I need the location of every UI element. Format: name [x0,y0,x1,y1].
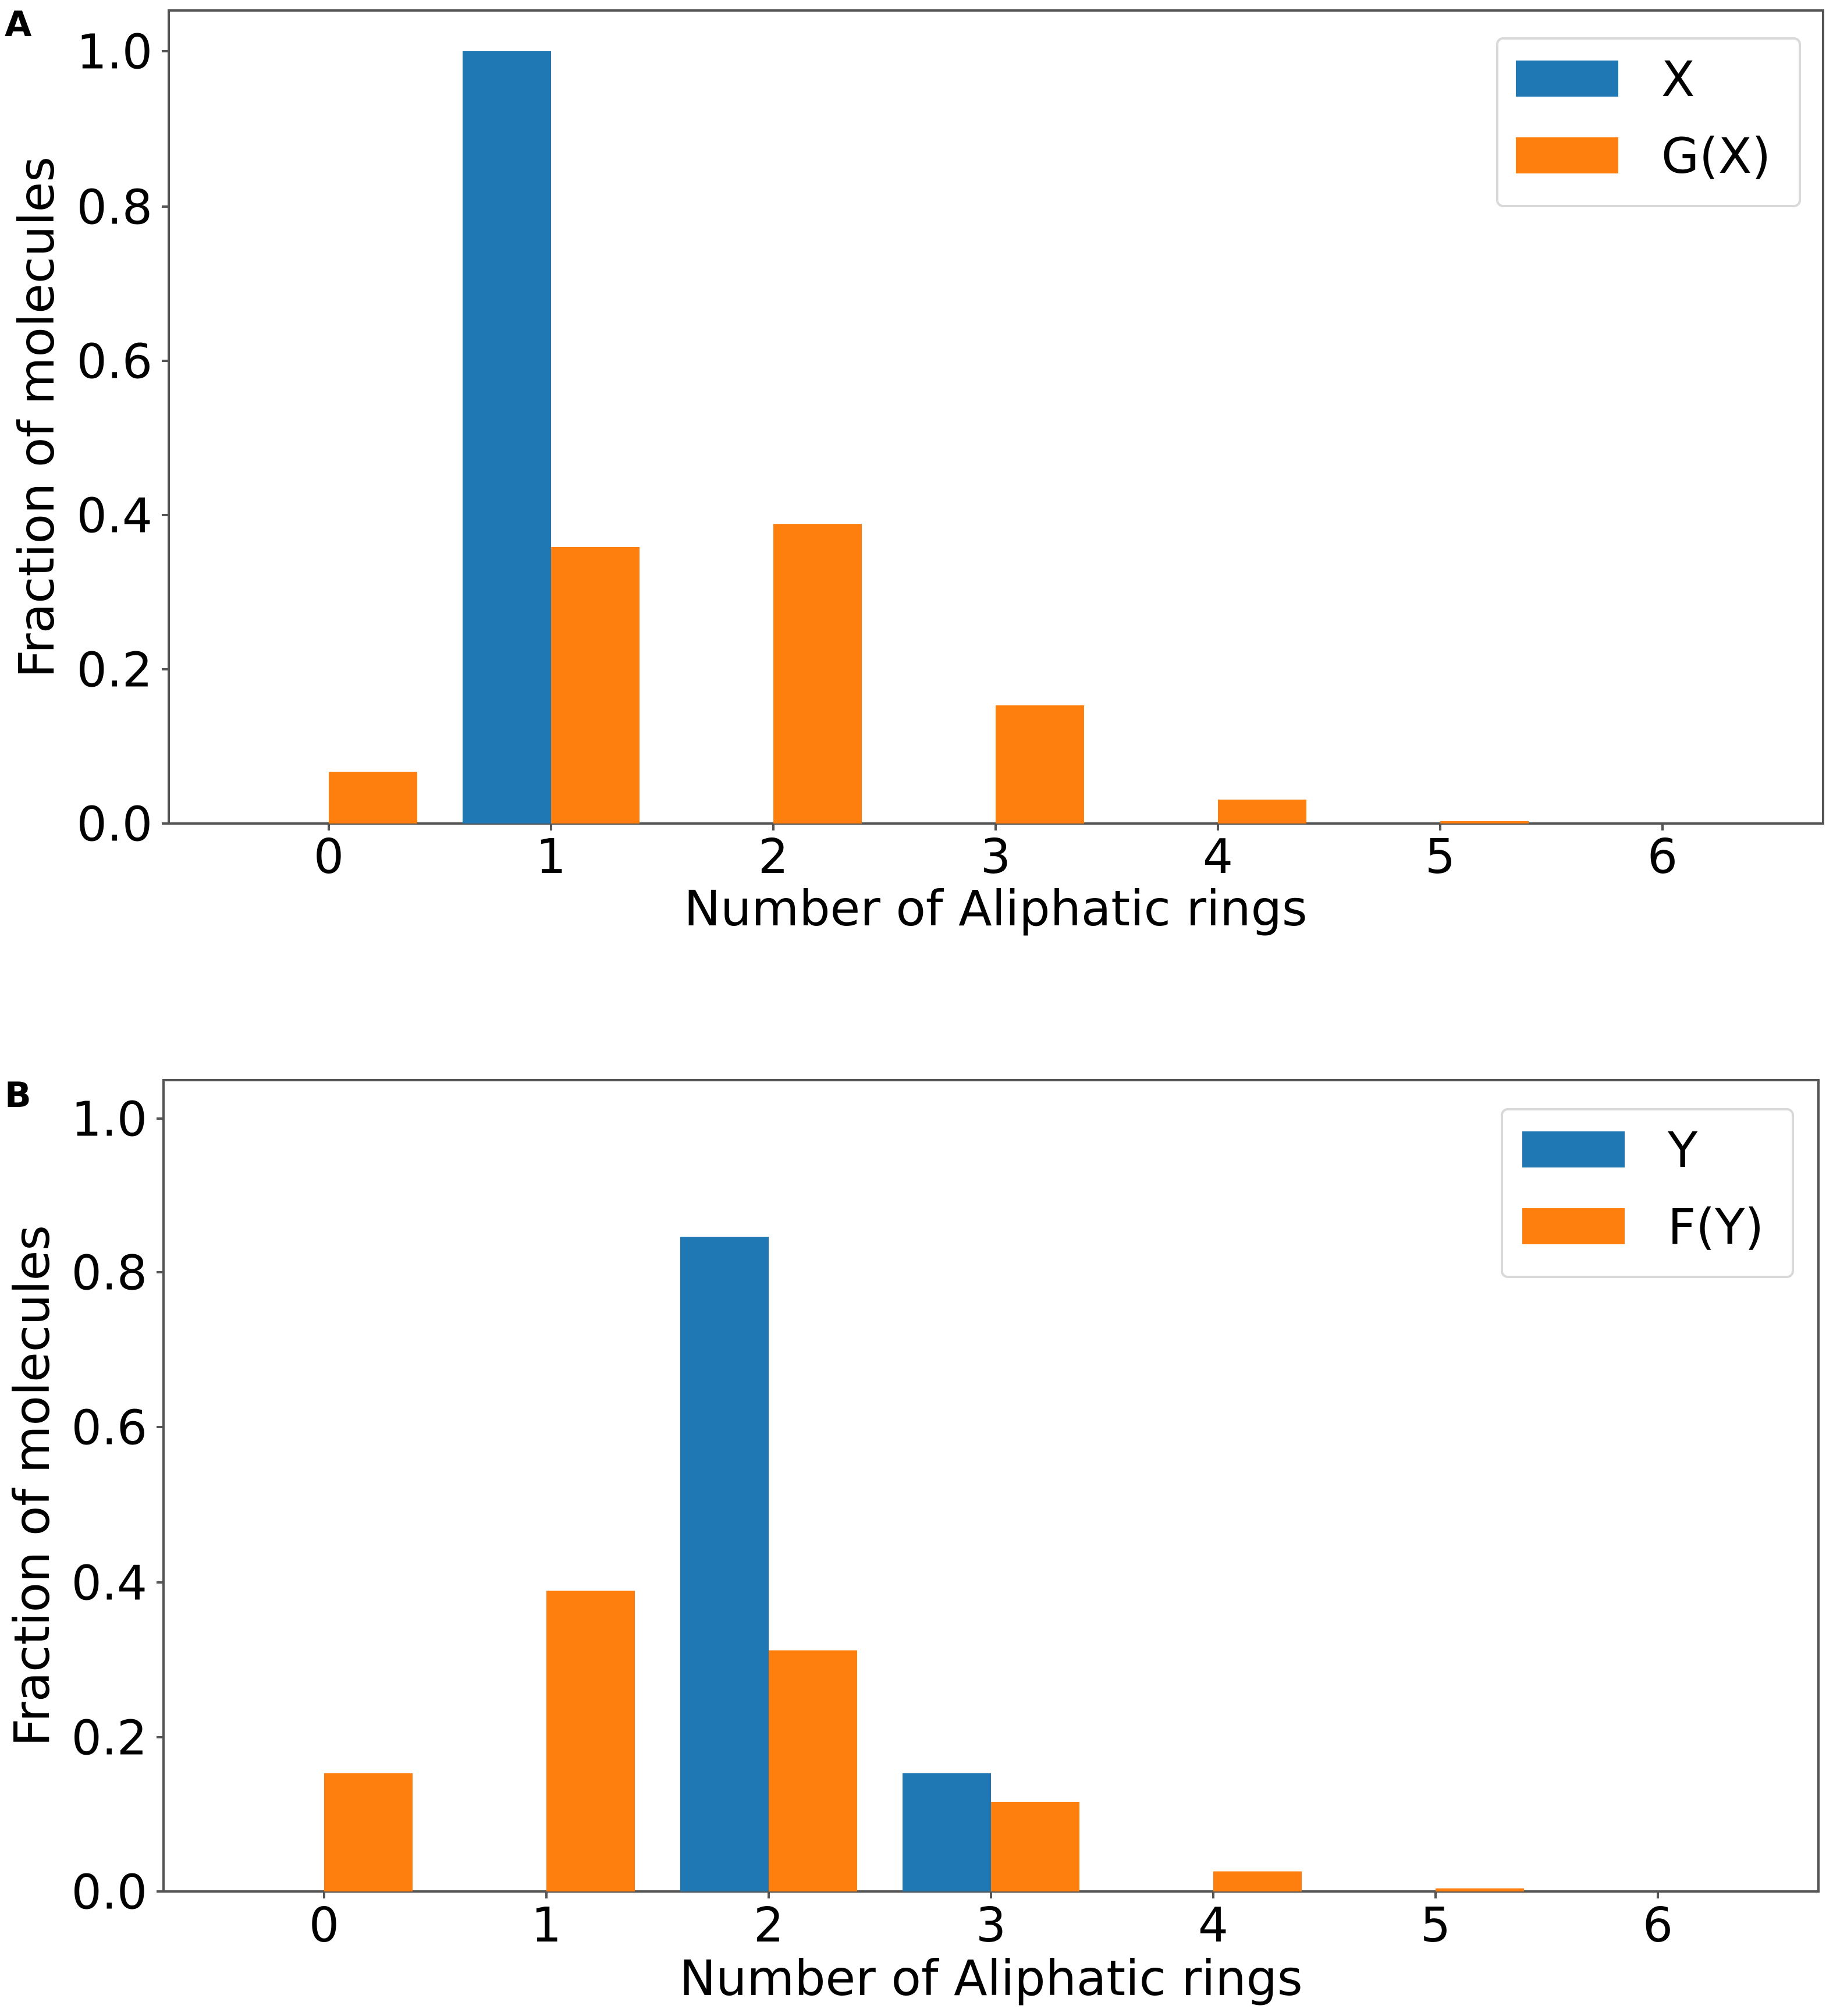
x-tick-label: 0 [314,829,344,885]
legend: Y F(Y) [1501,1108,1794,1278]
bar-fy-2 [769,1650,857,1891]
x-tick-label: 6 [1647,829,1678,885]
x-tick-label: 2 [758,829,788,885]
x-tick-label: 4 [1203,829,1233,885]
x-tick-label: 2 [754,1898,784,1953]
y-tick-label: 0.8 [77,180,152,236]
bar-y-2 [680,1237,769,1891]
x-tick-label: 5 [1420,1898,1451,1953]
y-axis: 0.0 0.2 0.4 0.6 0.8 1.0 [77,25,169,853]
y-tick-label: 0.4 [77,489,152,544]
y-tick-label: 0.6 [77,335,152,390]
legend: X G(X) [1496,37,1801,207]
x-axis: 0 1 2 3 4 5 6 [314,824,1678,885]
y-tick-label: 0.4 [72,1556,147,1612]
y-tick-label: 0.0 [77,797,152,853]
x-tick-label: 3 [981,829,1011,885]
bar-gx-3 [996,705,1084,824]
bar-fy-4 [1213,1871,1302,1891]
bar-gx-2 [773,524,862,824]
chart-panel-b: B 0.0 0.2 0.4 0.6 0.8 1.0 Fraction of mo… [3,1075,1820,2007]
legend-swatch [1516,61,1618,97]
legend-label: G(X) [1661,127,1771,184]
y-tick-label: 0.0 [72,1865,147,1921]
x-tick-label: 1 [531,1898,562,1953]
bar-gx-0 [329,772,417,824]
x-tick-label: 4 [1198,1898,1228,1953]
panel-label: A [5,4,32,45]
legend-label: X [1661,51,1695,108]
bar-fy-1 [546,1591,635,1891]
y-axis-label: Fraction of molecules [8,157,65,678]
y-tick-label: 0.2 [77,643,152,698]
bar-fy-0 [324,1773,413,1891]
bar-y-3 [903,1773,991,1891]
x-axis-label: Number of Aliphatic rings [679,1950,1302,2007]
x-axis-label: Number of Aliphatic rings [684,880,1307,937]
y-axis-label: Fraction of molecules [3,1225,61,1747]
legend-swatch [1516,137,1618,173]
x-tick-label: 1 [536,829,566,885]
legend-label: Y [1667,1121,1698,1179]
y-tick-label: 1.0 [72,1092,147,1148]
x-tick-label: 0 [309,1898,339,1953]
y-tick-label: 0.8 [72,1246,147,1301]
x-tick-label: 5 [1425,829,1455,885]
bars [324,1237,1524,1891]
y-axis: 0.0 0.2 0.4 0.6 0.8 1.0 [72,1092,164,1921]
bars [329,51,1529,824]
panel-label: B [5,1075,31,1116]
bar-gx-1 [551,546,640,824]
legend-swatch [1522,1131,1625,1167]
y-tick-label: 0.6 [72,1401,147,1456]
bar-x-1 [463,51,551,824]
x-tick-label: 6 [1643,1898,1673,1953]
y-tick-label: 0.2 [72,1711,147,1766]
chart-panel-a: A 0.0 0.2 0.4 0.6 0.8 1.0 Fraction of mo… [5,4,1824,937]
y-tick-label: 1.0 [77,25,152,80]
legend-label: F(Y) [1668,1198,1764,1255]
bar-gx-5 [1440,821,1529,824]
bar-fy-5 [1436,1888,1524,1891]
legend-swatch [1522,1208,1625,1244]
bar-gx-4 [1218,799,1306,824]
x-tick-label: 3 [976,1898,1006,1953]
x-axis: 0 1 2 3 4 5 6 [309,1891,1673,1953]
bar-fy-3 [991,1801,1079,1891]
